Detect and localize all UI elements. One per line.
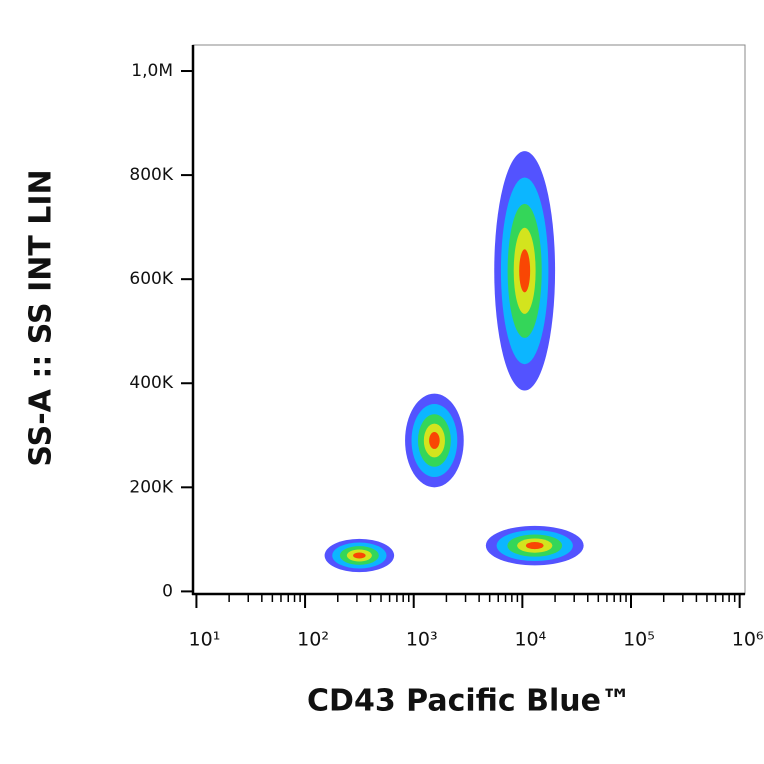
x-tick-label: 10¹ [189,629,221,651]
x-tick-label: 10³ [406,629,438,651]
population [405,393,464,488]
density-level [353,552,366,559]
y-tick-label: 600K [129,269,173,289]
plot-frame [192,44,746,595]
y-axis-title: SS-A :: SS INT LIN [24,169,59,466]
x-axis-title: CD43 Pacific Blue™ [307,684,631,719]
density-level [519,249,531,293]
y-tick-label: 1,0M [131,61,173,81]
density-level [429,432,440,449]
y-tick-label: 800K [129,165,173,185]
x-tick-label: 10² [297,629,329,651]
y-tick-label: 0 [162,581,173,601]
population [494,151,556,391]
y-tick-label: 400K [129,373,173,393]
x-tick-label: 10⁴ [514,629,546,651]
x-tick-label: 10⁶ [732,629,764,651]
x-tick-label: 10⁵ [623,629,655,651]
population [324,538,395,573]
population [485,525,584,566]
y-tick-label: 200K [129,477,173,497]
density-level [525,542,544,550]
